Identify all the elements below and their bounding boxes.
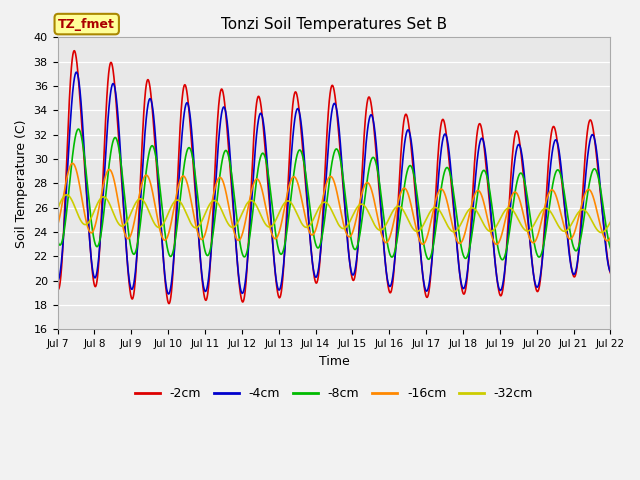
-2cm <box>474 128 481 134</box>
-16cm <box>493 241 500 247</box>
-32cm <box>584 210 591 216</box>
Line: -16cm: -16cm <box>58 163 611 244</box>
-16cm <box>607 235 614 240</box>
-2cm <box>584 129 591 135</box>
Line: -2cm: -2cm <box>58 51 611 303</box>
-4cm <box>607 269 614 275</box>
-8cm <box>316 244 323 250</box>
-16cm <box>54 223 61 228</box>
Line: -32cm: -32cm <box>58 195 611 232</box>
-2cm <box>54 285 61 291</box>
X-axis label: Time: Time <box>319 355 349 368</box>
-4cm <box>577 232 584 238</box>
-8cm <box>458 247 465 252</box>
-8cm <box>499 257 506 263</box>
Text: TZ_fmet: TZ_fmet <box>58 18 115 31</box>
-32cm <box>607 219 614 225</box>
-32cm <box>63 192 70 198</box>
-8cm <box>242 253 250 259</box>
-16cm <box>68 160 76 166</box>
-16cm <box>474 188 481 193</box>
-4cm <box>72 69 80 75</box>
Line: -8cm: -8cm <box>58 129 611 260</box>
-32cm <box>242 203 250 209</box>
-2cm <box>316 264 323 270</box>
-16cm <box>584 187 591 193</box>
-4cm <box>474 156 481 161</box>
-4cm <box>242 277 250 283</box>
-16cm <box>458 239 465 245</box>
-16cm <box>316 213 323 219</box>
-2cm <box>458 286 466 291</box>
-2cm <box>577 224 584 230</box>
-8cm <box>75 126 83 132</box>
-32cm <box>316 204 323 210</box>
-8cm <box>607 245 614 251</box>
-2cm <box>242 285 250 290</box>
-32cm <box>474 209 481 215</box>
-2cm <box>165 300 173 306</box>
-16cm <box>577 206 584 212</box>
Line: -4cm: -4cm <box>58 72 611 294</box>
-8cm <box>474 192 481 198</box>
-32cm <box>54 206 61 212</box>
-8cm <box>577 237 584 242</box>
-4cm <box>316 260 323 265</box>
Legend: -2cm, -4cm, -8cm, -16cm, -32cm: -2cm, -4cm, -8cm, -16cm, -32cm <box>130 382 538 405</box>
Title: Tonzi Soil Temperatures Set B: Tonzi Soil Temperatures Set B <box>221 17 447 32</box>
-4cm <box>54 277 61 283</box>
-2cm <box>70 48 78 54</box>
-8cm <box>584 192 591 198</box>
-8cm <box>54 237 61 243</box>
-16cm <box>242 218 250 224</box>
-32cm <box>458 219 465 225</box>
-2cm <box>607 270 614 276</box>
-4cm <box>164 291 172 297</box>
-4cm <box>458 283 466 288</box>
-4cm <box>584 156 591 162</box>
-32cm <box>577 207 584 213</box>
Y-axis label: Soil Temperature (C): Soil Temperature (C) <box>15 119 28 248</box>
-32cm <box>598 229 605 235</box>
